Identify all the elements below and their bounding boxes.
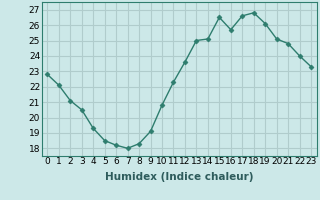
X-axis label: Humidex (Indice chaleur): Humidex (Indice chaleur) — [105, 172, 253, 182]
